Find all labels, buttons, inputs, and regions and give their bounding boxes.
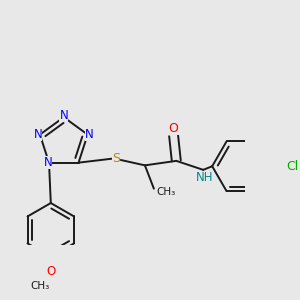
Text: S: S xyxy=(112,152,120,165)
Text: CH₃: CH₃ xyxy=(30,280,50,290)
Text: Cl: Cl xyxy=(286,160,299,173)
Text: NH: NH xyxy=(196,170,214,184)
Text: CH₃: CH₃ xyxy=(157,187,176,197)
Text: N: N xyxy=(85,128,94,141)
Text: N: N xyxy=(34,128,43,141)
Text: O: O xyxy=(169,122,178,135)
Text: O: O xyxy=(46,265,56,278)
Text: N: N xyxy=(59,109,68,122)
Text: N: N xyxy=(44,156,52,169)
